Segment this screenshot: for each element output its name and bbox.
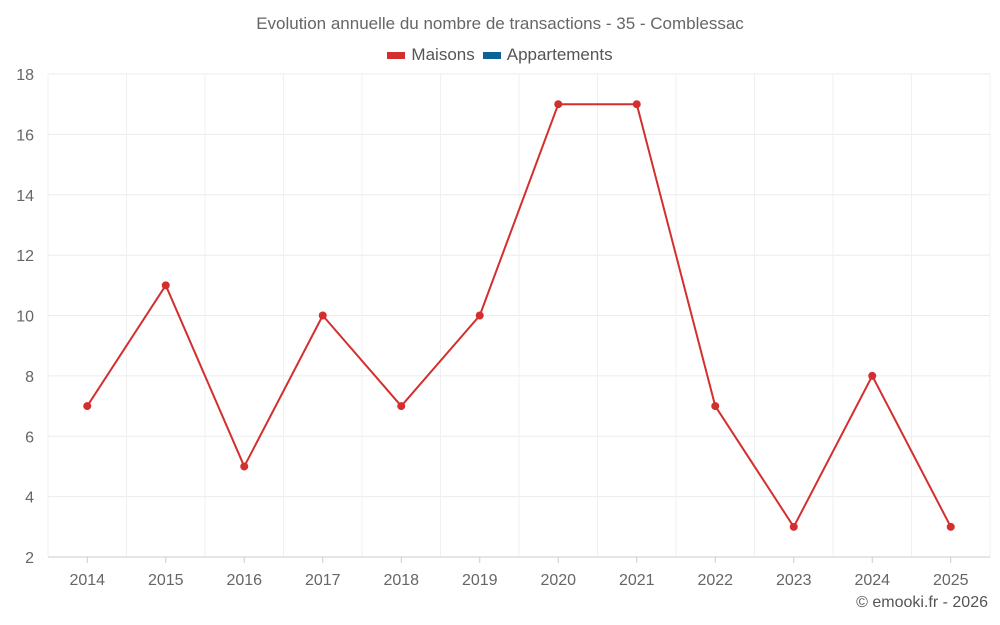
data-point[interactable]: [397, 402, 406, 411]
x-tick-label: 2014: [69, 572, 105, 589]
axes: 2 4 6 8 10 12 14 16 18 2014 2015 2016 2017 2018 2019 20…: [16, 67, 990, 589]
x-tick-label: 2021: [619, 572, 655, 589]
x-tick-label: 2025: [933, 572, 969, 589]
x-tick-label: 2016: [226, 572, 262, 589]
data-point[interactable]: [83, 402, 92, 411]
legend-item-appartements[interactable]: Appartements: [482, 45, 613, 65]
y-tick-label: 10: [16, 309, 34, 326]
data-point[interactable]: [946, 522, 955, 531]
legend-item-maisons[interactable]: Maisons: [387, 45, 475, 65]
data-point[interactable]: [868, 371, 877, 380]
x-tick-label: 2018: [383, 572, 419, 589]
x-tick-label: 2019: [462, 572, 498, 589]
grid: [47, 73, 991, 558]
x-tick-label: 2015: [148, 572, 184, 589]
legend: Maisons Appartements: [0, 45, 1000, 65]
y-tick-label: 14: [16, 188, 34, 205]
legend-swatch-appartements: [482, 51, 501, 59]
legend-swatch-maisons: [387, 51, 406, 59]
x-tick-label: 2024: [854, 572, 890, 589]
x-tick-label: 2017: [305, 572, 341, 589]
data-point[interactable]: [711, 402, 720, 411]
y-tick-label: 12: [16, 248, 34, 265]
legend-label-maisons: Maisons: [411, 45, 475, 64]
x-tick-label: 2022: [697, 572, 733, 589]
x-tick-label: 2023: [776, 572, 812, 589]
legend-label-appartements: Appartements: [506, 45, 613, 64]
series-maisons: [83, 100, 955, 531]
data-point[interactable]: [318, 311, 327, 320]
y-tick-label: 16: [16, 127, 34, 144]
y-tick-label: 8: [25, 369, 34, 386]
data-point[interactable]: [240, 462, 249, 471]
data-point[interactable]: [161, 281, 170, 290]
y-tick-label: 18: [16, 67, 34, 84]
y-tick-label: 2: [25, 550, 34, 567]
data-point[interactable]: [632, 100, 641, 109]
y-tick-label: 6: [25, 429, 34, 446]
data-point[interactable]: [554, 100, 563, 109]
credit: © emooki.fr - 2026: [856, 594, 988, 611]
chart-title: Evolution annuelle du nombre de transact…: [256, 14, 744, 33]
x-tick-label: 2020: [540, 572, 576, 589]
data-point[interactable]: [475, 311, 484, 320]
y-tick-label: 4: [25, 490, 34, 507]
data-point[interactable]: [789, 522, 798, 531]
series-line-maisons: [86, 103, 952, 528]
